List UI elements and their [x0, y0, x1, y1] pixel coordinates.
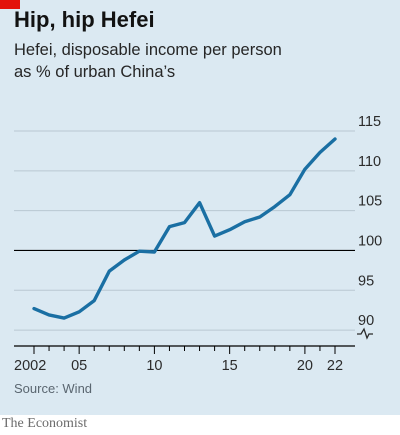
axis-break-icon	[357, 327, 373, 340]
x-axis	[14, 345, 355, 354]
x-tick-label-15: 15	[222, 358, 238, 374]
x-tick-label-2002: 2002	[14, 358, 46, 374]
chart-subtitle: Hefei, disposable income per person as %…	[14, 39, 394, 83]
y-axis-labels: 90 95 100 105 110 115	[358, 114, 382, 329]
y-tick-label-100: 100	[358, 233, 382, 249]
publisher-credit: The Economist	[2, 416, 88, 431]
y-tick-label-95: 95	[358, 273, 374, 289]
y-tick-label-90: 90	[358, 313, 374, 329]
grid-lines	[14, 130, 355, 331]
chart-title: Hip, hip Hefei	[14, 7, 155, 32]
source-note: Source: Wind	[14, 381, 93, 396]
subtitle-line-2: as % of urban China’s	[14, 63, 176, 81]
line-chart: 90 95 100 105 110 115 2002 05 10 15 20 22	[14, 114, 382, 374]
subtitle-line-1: Hefei, disposable income per person	[14, 41, 282, 59]
x-tick-label-10: 10	[146, 358, 162, 374]
series-group	[32, 137, 337, 320]
axis-break-marker	[357, 327, 373, 340]
x-tick-label-20: 20	[297, 358, 313, 374]
series-line-0	[32, 137, 337, 320]
y-tick-label-115: 115	[358, 114, 381, 130]
brand-accent-bar	[0, 0, 20, 9]
y-tick-label-110: 110	[358, 154, 381, 170]
x-tick-label-22: 22	[327, 358, 343, 374]
y-tick-label-105: 105	[358, 194, 382, 210]
x-tick-label-05: 05	[71, 358, 87, 374]
x-axis-labels: 2002 05 10 15 20 22	[14, 358, 343, 374]
